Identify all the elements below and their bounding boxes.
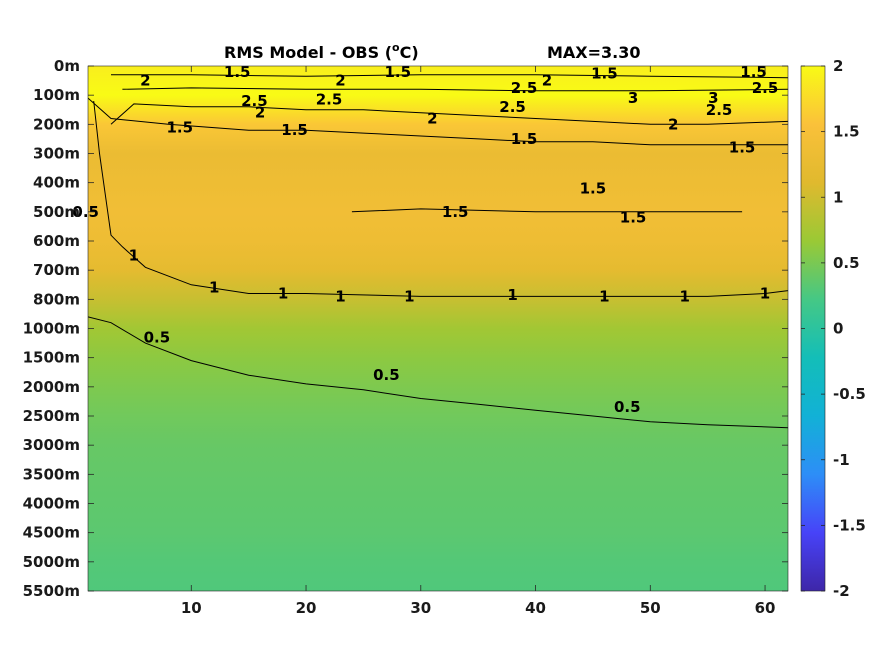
y-tick-label: 3500m xyxy=(23,465,80,483)
x-tick-label: 50 xyxy=(640,599,661,617)
y-tick-label: 2500m xyxy=(23,407,80,425)
contour-label: 2.5 xyxy=(316,91,343,109)
contour-label: 2 xyxy=(335,72,345,90)
contour-label: 2.5 xyxy=(241,92,268,110)
contour-line-2 xyxy=(110,103,788,125)
contour-layer xyxy=(88,74,788,429)
contour-label: 1.5 xyxy=(385,63,412,81)
y-tick-label: 5500m xyxy=(23,582,80,600)
contour-label: 0.5 xyxy=(144,328,171,346)
contour-label: 3 xyxy=(708,89,718,107)
contour-label: 1 xyxy=(599,287,609,305)
y-tick-label: 2000m xyxy=(23,378,80,396)
contour-line-1-5 xyxy=(351,208,743,213)
y-tick-label: 100m xyxy=(33,86,80,104)
colorbar: 2 1.5 1 0.5 0 -0.5 -1 -1.5 -2 xyxy=(800,57,866,600)
y-tick-label: 400m xyxy=(33,174,80,192)
contour-label: 1.5 xyxy=(620,209,647,227)
y-tick-label: 4500m xyxy=(23,524,80,542)
contour-label: 2 xyxy=(140,72,150,90)
contour-line-1-5 xyxy=(88,97,788,146)
x-axis: 10 20 30 40 50 60 xyxy=(181,66,776,617)
contour-label: 2 xyxy=(427,110,437,128)
max-value-label: MAX=3.30 xyxy=(547,43,641,62)
contour-label: 2.5 xyxy=(706,101,733,119)
contour-line-2-5 xyxy=(122,87,788,92)
contour-label: 1.5 xyxy=(167,118,194,136)
colorbar-tick-label: 2 xyxy=(833,57,843,75)
x-tick-label: 60 xyxy=(755,599,776,617)
contour-label: 0.5 xyxy=(614,398,641,416)
x-tick-label: 30 xyxy=(410,599,431,617)
colorbar-tick-label: 0.5 xyxy=(833,254,860,272)
x-tick-label: 40 xyxy=(525,599,546,617)
x-tick-label: 20 xyxy=(296,599,317,617)
contour-label: 1.5 xyxy=(442,203,469,221)
colorbar-tick-label: -0.5 xyxy=(833,385,866,403)
y-tick-label: 1500m xyxy=(23,349,80,367)
colorbar-tick-label: 1.5 xyxy=(833,123,860,141)
colorbar-tick-label: -2 xyxy=(833,582,850,600)
contour-label: 0.5 xyxy=(373,366,400,384)
contour-label: 3 xyxy=(628,89,638,107)
heatmap-field xyxy=(88,66,788,591)
contour-label: 1.5 xyxy=(729,139,756,157)
contour-label: 1.5 xyxy=(224,63,251,81)
contour-label: 2.5 xyxy=(752,79,779,97)
y-tick-label: 800m xyxy=(33,290,80,308)
colorbar-tick-label: -1 xyxy=(833,451,850,469)
y-tick-label: 4000m xyxy=(23,495,80,513)
contour-label: 1.5 xyxy=(281,121,308,139)
y-tick-label: 1000m xyxy=(23,320,80,338)
contour-label: 1 xyxy=(278,285,288,303)
contour-label: 2 xyxy=(668,115,678,133)
contour-label: 1.5 xyxy=(591,64,618,82)
y-tick-label: 200m xyxy=(33,115,80,133)
y-tick-label: 3000m xyxy=(23,436,80,454)
y-axis: 0m 100m 200m 300m 400m 500m 600m 700m 800m 1000m 1… xyxy=(23,57,788,600)
contour-label: 2 xyxy=(542,72,552,90)
chart-title: RMS Model - OBS (oC) xyxy=(224,41,419,62)
y-tick-label: 600m xyxy=(33,232,80,250)
contour-label: 2.5 xyxy=(499,98,526,116)
contour-label: 1 xyxy=(129,247,139,265)
contour-label: 1 xyxy=(679,287,689,305)
y-tick-label: 300m xyxy=(33,145,80,163)
plot-area: 1.52 1.5 1.5 1.52 2 2.52.53 32.5 2.5 2.5 2.52 2 21.… xyxy=(72,63,789,592)
contour-line-0-5 xyxy=(88,316,788,429)
contour-label: 1 xyxy=(404,287,414,305)
contour-label: 1 xyxy=(335,287,345,305)
contour-label: 1.5 xyxy=(580,180,607,198)
contour-line-2 xyxy=(111,74,788,79)
y-tick-label: 5000m xyxy=(23,553,80,571)
contour-label: 2 xyxy=(255,104,265,122)
contour-label-layer: 1.52 1.5 1.5 1.52 2 2.52.53 32.5 2.5 2.5 2.52 2 21.… xyxy=(72,63,778,416)
contour-label: 0.5 xyxy=(72,203,99,221)
colorbar-tick-label: 0 xyxy=(833,320,843,338)
contour-line-1 xyxy=(93,100,788,297)
y-tick-label: 700m xyxy=(33,261,80,279)
colorbar-tick-label: 1 xyxy=(833,188,843,206)
contour-label: 1.5 xyxy=(511,130,538,148)
colorbar-ticks: 2 1.5 1 0.5 0 -0.5 -1 -1.5 -2 xyxy=(801,57,866,600)
contour-label: 1.5 xyxy=(740,63,767,81)
x-tick-label: 10 xyxy=(181,599,202,617)
contour-label: 2.5 xyxy=(511,79,538,97)
contour-label: 1 xyxy=(507,286,517,304)
colorbar-tick-label: -1.5 xyxy=(833,516,866,534)
contour-label: 1 xyxy=(209,279,219,297)
contour-label: 1 xyxy=(760,285,770,303)
y-tick-label: 500m xyxy=(33,203,80,221)
y-tick-label: 0m xyxy=(54,57,80,75)
